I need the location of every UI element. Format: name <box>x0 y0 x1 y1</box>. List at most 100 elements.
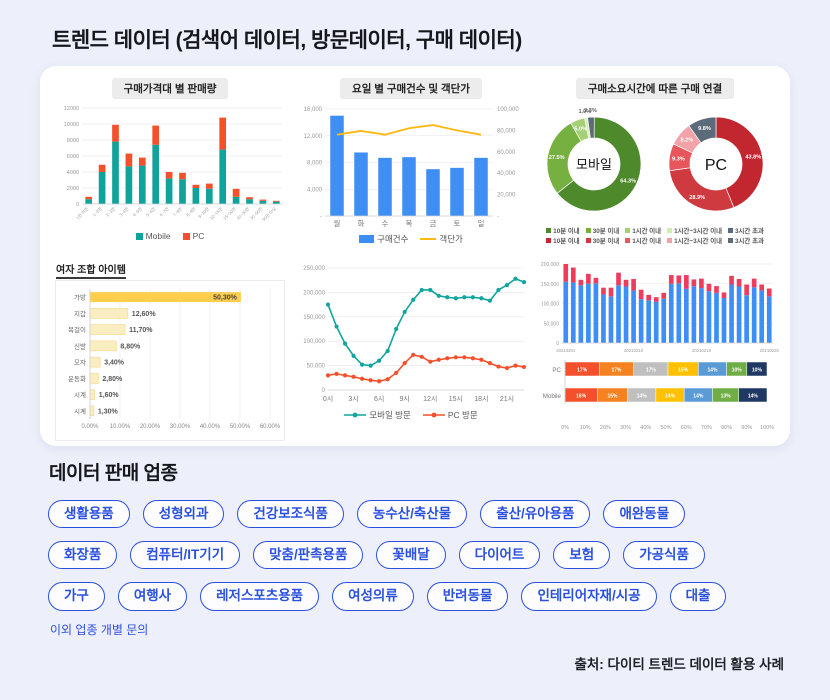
svg-text:토: 토 <box>454 219 461 228</box>
marker <box>504 282 510 288</box>
industry-tag[interactable]: 생활용품 <box>48 500 130 529</box>
svg-text:12,60%: 12,60% <box>132 311 157 318</box>
legend-item: 10분 이내 <box>546 226 580 235</box>
bar-segment <box>272 201 280 204</box>
svg-text:8~9만: 8~9만 <box>185 205 197 217</box>
industry-tag[interactable]: 화장품 <box>48 541 118 570</box>
bar-segment <box>601 287 606 295</box>
industry-tag[interactable]: 가공식품 <box>623 541 705 570</box>
svg-text:4~5만: 4~5만 <box>131 205 143 217</box>
svg-text:0: 0 <box>76 202 79 208</box>
bar-segment <box>152 125 160 145</box>
svg-text:10000: 10000 <box>64 122 79 128</box>
marker <box>368 378 373 383</box>
chart-cell-donuts: 구매소요시간에 따른 구매 연결 64.3% 27.5% 5.0% 1.0% 2.3% 모… <box>530 76 780 258</box>
chart-cell-hourly-visits: 0 50,000 100,000 150,000 200,000 250,000 0시 3시 6… <box>292 258 530 438</box>
industry-tag[interactable]: 성형외과 <box>142 500 225 529</box>
bar-segment <box>714 292 719 343</box>
legend-swatch-icon <box>667 228 673 233</box>
marker <box>359 362 365 367</box>
marker <box>436 357 441 362</box>
industry-tag[interactable]: 여행사 <box>117 582 188 611</box>
svg-text:30%: 30% <box>620 425 631 431</box>
industry-tag[interactable]: 컴퓨터/IT기기 <box>130 541 241 570</box>
svg-text:20210201: 20210201 <box>556 348 576 353</box>
svg-text:2.3%: 2.3% <box>584 108 597 114</box>
svg-text:14%: 14% <box>748 394 759 400</box>
bar-segment <box>179 179 186 204</box>
industry-tag[interactable]: 다이어트 <box>458 541 541 570</box>
legend-item: 객단가 <box>420 233 463 245</box>
industry-tag[interactable]: 반려동물 <box>426 582 509 611</box>
svg-text:20.00%: 20.00% <box>140 424 161 430</box>
hbar <box>89 405 95 417</box>
industry-tag[interactable]: 건강보조식품 <box>237 500 344 529</box>
legend-swatch-icon <box>727 228 733 233</box>
industry-tag[interactable]: 꽃배달 <box>376 541 446 570</box>
bar-segment <box>736 279 742 287</box>
industry-tag-row: 화장품 컴퓨터/IT기기 맞춤/판촉용품 꽃배달 다이어트 보험 가공식품 <box>48 541 788 570</box>
bar-segment <box>766 288 772 297</box>
bar-segment <box>744 295 749 343</box>
marker <box>351 374 356 379</box>
marker <box>377 358 382 363</box>
svg-text:-: - <box>320 214 322 220</box>
svg-text:9시: 9시 <box>400 395 410 403</box>
svg-text:200,000: 200,000 <box>541 262 559 268</box>
svg-text:14%: 14% <box>665 394 676 400</box>
marker <box>394 370 399 376</box>
marker <box>411 352 416 357</box>
industry-tag[interactable]: 출산/유아용품 <box>480 500 591 529</box>
bar-segment <box>676 283 682 343</box>
svg-text:80,000: 80,000 <box>497 128 516 134</box>
svg-text:Mobile: Mobile <box>543 393 562 400</box>
legend-swatch-icon <box>135 232 143 240</box>
svg-text:-: - <box>497 214 499 220</box>
bar <box>354 152 368 216</box>
svg-text:150,000: 150,000 <box>541 282 559 288</box>
industry-tag[interactable]: 레저스포츠용품 <box>200 582 320 611</box>
bar-segment <box>578 285 584 343</box>
marker <box>402 361 407 366</box>
marker <box>513 276 518 281</box>
line <box>327 277 525 367</box>
svg-text:0: 0 <box>556 341 559 347</box>
industry-tag-row: 가구 여행사 레저스포츠용품 여성의류 반려동물 인테리어자재/시공 대출 <box>48 582 788 611</box>
bar-segment <box>684 275 689 289</box>
bar-segment <box>259 199 267 201</box>
industry-tag[interactable]: 농수산/축산물 <box>356 500 468 529</box>
svg-text:2,80%: 2,80% <box>102 376 123 383</box>
svg-text:17%: 17% <box>577 368 588 374</box>
marker <box>445 295 450 300</box>
bar-segment <box>759 284 765 291</box>
industry-tag[interactable]: 여성의류 <box>332 582 414 611</box>
legend-item: 3시간 초과 <box>727 226 764 235</box>
donut-slice <box>715 116 764 208</box>
svg-text:3시: 3시 <box>348 395 358 403</box>
industry-tag[interactable]: 맞춤/판촉용품 <box>253 541 364 570</box>
marker <box>325 373 331 378</box>
industry-tag[interactable]: 인테리어자재/시공 <box>521 582 657 611</box>
svg-text:목: 목 <box>406 219 413 228</box>
svg-text:50,000: 50,000 <box>307 364 326 370</box>
price-sales-legend: Mobile PC <box>135 231 204 241</box>
bar-segment <box>721 292 727 298</box>
legend-item: 1시간 이내 <box>625 226 661 235</box>
industry-tag[interactable]: 가구 <box>48 582 105 611</box>
hbar <box>89 373 99 384</box>
marker <box>359 376 365 381</box>
bar-segment <box>623 286 629 343</box>
industry-tag[interactable]: 대출 <box>669 582 727 611</box>
bar-segment <box>691 286 697 343</box>
bar-segment <box>165 172 173 179</box>
marker <box>479 296 484 301</box>
bar-segment <box>570 282 576 343</box>
legend-item: 10분 이내 <box>546 236 580 245</box>
svg-text:0시: 0시 <box>323 395 333 403</box>
bar-segment <box>125 153 133 167</box>
bar-segment <box>638 289 644 300</box>
industry-tag[interactable]: 보험 <box>553 541 611 570</box>
bar <box>330 115 344 216</box>
legend-item: 구매건수 <box>359 233 408 245</box>
industry-tag[interactable]: 애완동물 <box>603 500 686 529</box>
